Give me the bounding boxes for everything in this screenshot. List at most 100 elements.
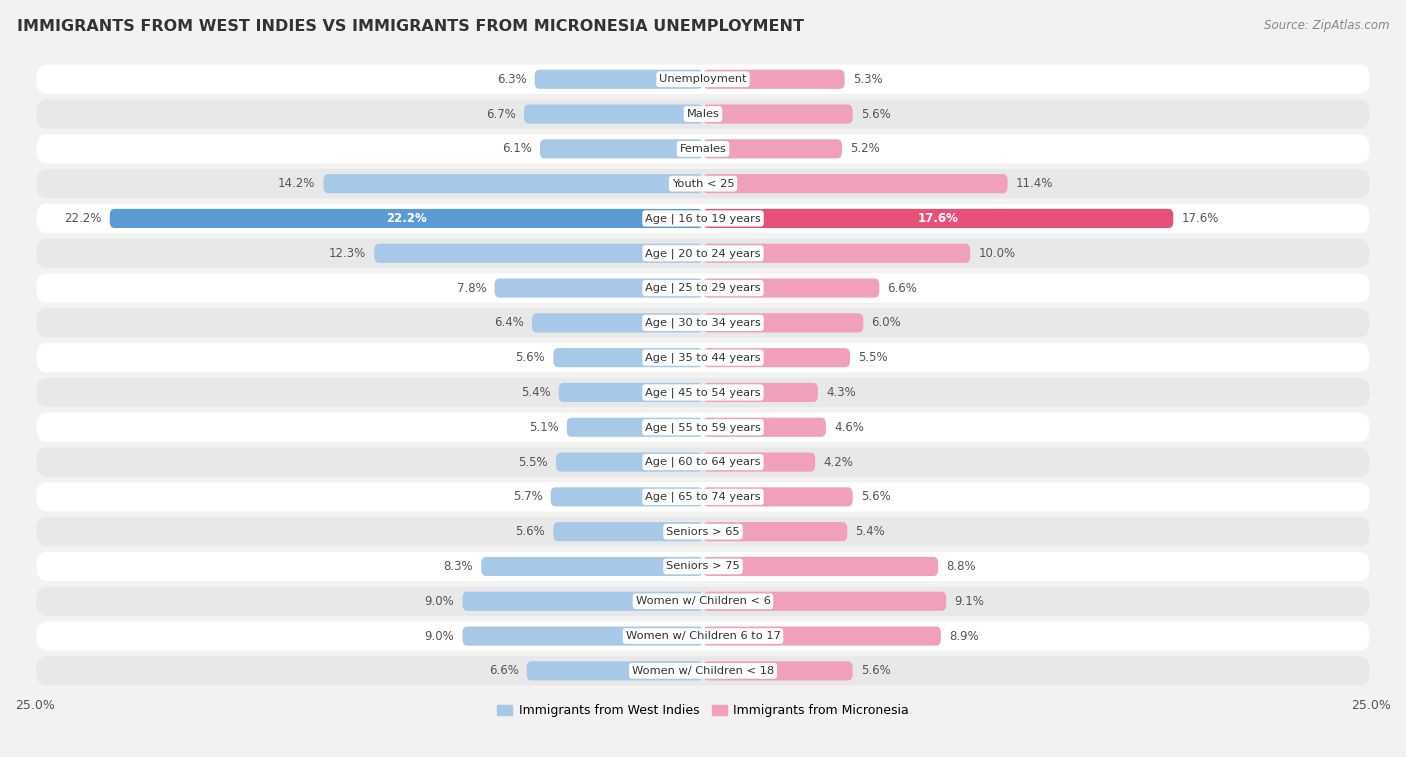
- Text: 5.6%: 5.6%: [860, 491, 890, 503]
- Text: Age | 35 to 44 years: Age | 35 to 44 years: [645, 353, 761, 363]
- FancyBboxPatch shape: [703, 139, 842, 158]
- Text: Unemployment: Unemployment: [659, 74, 747, 84]
- Text: 4.2%: 4.2%: [824, 456, 853, 469]
- FancyBboxPatch shape: [540, 139, 703, 158]
- Legend: Immigrants from West Indies, Immigrants from Micronesia: Immigrants from West Indies, Immigrants …: [492, 699, 914, 722]
- Text: 7.8%: 7.8%: [457, 282, 486, 294]
- FancyBboxPatch shape: [37, 308, 1369, 338]
- Text: 6.6%: 6.6%: [489, 665, 519, 678]
- FancyBboxPatch shape: [524, 104, 703, 123]
- Text: 5.5%: 5.5%: [519, 456, 548, 469]
- Text: Age | 45 to 54 years: Age | 45 to 54 years: [645, 388, 761, 397]
- FancyBboxPatch shape: [703, 522, 848, 541]
- Text: 5.6%: 5.6%: [860, 107, 890, 120]
- FancyBboxPatch shape: [37, 169, 1369, 198]
- FancyBboxPatch shape: [481, 557, 703, 576]
- Text: 11.4%: 11.4%: [1015, 177, 1053, 190]
- Text: 9.0%: 9.0%: [425, 595, 454, 608]
- Text: Age | 16 to 19 years: Age | 16 to 19 years: [645, 213, 761, 224]
- Text: 6.7%: 6.7%: [486, 107, 516, 120]
- FancyBboxPatch shape: [703, 453, 815, 472]
- Text: Seniors > 75: Seniors > 75: [666, 562, 740, 572]
- FancyBboxPatch shape: [531, 313, 703, 332]
- Text: 5.6%: 5.6%: [516, 525, 546, 538]
- FancyBboxPatch shape: [534, 70, 703, 89]
- Text: 10.0%: 10.0%: [979, 247, 1015, 260]
- FancyBboxPatch shape: [703, 662, 852, 681]
- Text: 5.6%: 5.6%: [516, 351, 546, 364]
- FancyBboxPatch shape: [703, 104, 852, 123]
- Text: Age | 65 to 74 years: Age | 65 to 74 years: [645, 491, 761, 502]
- FancyBboxPatch shape: [554, 348, 703, 367]
- Text: Women w/ Children 6 to 17: Women w/ Children 6 to 17: [626, 631, 780, 641]
- Text: 5.3%: 5.3%: [852, 73, 883, 86]
- FancyBboxPatch shape: [703, 418, 825, 437]
- Text: Males: Males: [686, 109, 720, 119]
- Text: 8.8%: 8.8%: [946, 560, 976, 573]
- Text: 5.4%: 5.4%: [855, 525, 884, 538]
- FancyBboxPatch shape: [554, 522, 703, 541]
- Text: 5.7%: 5.7%: [513, 491, 543, 503]
- Text: 6.1%: 6.1%: [502, 142, 531, 155]
- Text: 5.5%: 5.5%: [858, 351, 887, 364]
- FancyBboxPatch shape: [703, 209, 1174, 228]
- FancyBboxPatch shape: [37, 99, 1369, 129]
- FancyBboxPatch shape: [703, 592, 946, 611]
- Text: Age | 20 to 24 years: Age | 20 to 24 years: [645, 248, 761, 258]
- FancyBboxPatch shape: [37, 273, 1369, 303]
- Text: 9.1%: 9.1%: [955, 595, 984, 608]
- Text: 17.6%: 17.6%: [1181, 212, 1219, 225]
- Text: Age | 30 to 34 years: Age | 30 to 34 years: [645, 318, 761, 328]
- FancyBboxPatch shape: [703, 488, 852, 506]
- Text: 22.2%: 22.2%: [65, 212, 101, 225]
- FancyBboxPatch shape: [374, 244, 703, 263]
- FancyBboxPatch shape: [37, 447, 1369, 477]
- FancyBboxPatch shape: [703, 383, 818, 402]
- Text: 6.6%: 6.6%: [887, 282, 917, 294]
- Text: 22.2%: 22.2%: [387, 212, 427, 225]
- Text: 6.3%: 6.3%: [496, 73, 527, 86]
- Text: Age | 55 to 59 years: Age | 55 to 59 years: [645, 422, 761, 432]
- FancyBboxPatch shape: [463, 627, 703, 646]
- Text: 12.3%: 12.3%: [329, 247, 367, 260]
- FancyBboxPatch shape: [37, 482, 1369, 512]
- Text: 5.2%: 5.2%: [851, 142, 880, 155]
- FancyBboxPatch shape: [37, 64, 1369, 94]
- Text: 8.3%: 8.3%: [443, 560, 474, 573]
- FancyBboxPatch shape: [703, 244, 970, 263]
- FancyBboxPatch shape: [323, 174, 703, 193]
- FancyBboxPatch shape: [37, 378, 1369, 407]
- Text: Women w/ Children < 18: Women w/ Children < 18: [631, 666, 775, 676]
- Text: 8.9%: 8.9%: [949, 630, 979, 643]
- Text: 9.0%: 9.0%: [425, 630, 454, 643]
- FancyBboxPatch shape: [703, 70, 845, 89]
- FancyBboxPatch shape: [567, 418, 703, 437]
- Text: Source: ZipAtlas.com: Source: ZipAtlas.com: [1264, 19, 1389, 32]
- FancyBboxPatch shape: [463, 592, 703, 611]
- Text: 6.4%: 6.4%: [494, 316, 524, 329]
- FancyBboxPatch shape: [37, 552, 1369, 581]
- FancyBboxPatch shape: [37, 587, 1369, 616]
- Text: Age | 25 to 29 years: Age | 25 to 29 years: [645, 283, 761, 293]
- FancyBboxPatch shape: [558, 383, 703, 402]
- Text: Women w/ Children < 6: Women w/ Children < 6: [636, 597, 770, 606]
- Text: Age | 60 to 64 years: Age | 60 to 64 years: [645, 456, 761, 467]
- FancyBboxPatch shape: [703, 348, 851, 367]
- FancyBboxPatch shape: [37, 621, 1369, 651]
- Text: 5.1%: 5.1%: [529, 421, 558, 434]
- Text: 6.0%: 6.0%: [872, 316, 901, 329]
- Text: 4.6%: 4.6%: [834, 421, 863, 434]
- Text: Females: Females: [679, 144, 727, 154]
- Text: 5.6%: 5.6%: [860, 665, 890, 678]
- Text: Youth < 25: Youth < 25: [672, 179, 734, 188]
- FancyBboxPatch shape: [37, 343, 1369, 372]
- Text: 14.2%: 14.2%: [278, 177, 315, 190]
- FancyBboxPatch shape: [703, 174, 1008, 193]
- FancyBboxPatch shape: [703, 627, 941, 646]
- FancyBboxPatch shape: [37, 134, 1369, 164]
- FancyBboxPatch shape: [37, 413, 1369, 442]
- FancyBboxPatch shape: [110, 209, 703, 228]
- FancyBboxPatch shape: [527, 662, 703, 681]
- Text: IMMIGRANTS FROM WEST INDIES VS IMMIGRANTS FROM MICRONESIA UNEMPLOYMENT: IMMIGRANTS FROM WEST INDIES VS IMMIGRANT…: [17, 19, 804, 34]
- FancyBboxPatch shape: [703, 313, 863, 332]
